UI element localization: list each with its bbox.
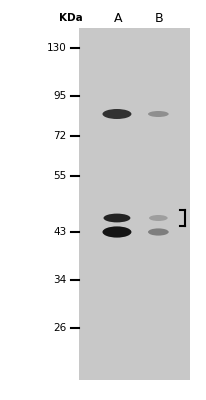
- FancyBboxPatch shape: [78, 28, 190, 380]
- Ellipse shape: [147, 111, 168, 117]
- Text: A: A: [113, 12, 122, 24]
- Text: 26: 26: [53, 323, 66, 333]
- Text: 130: 130: [46, 43, 66, 53]
- Text: 72: 72: [53, 131, 66, 141]
- Text: 55: 55: [53, 171, 66, 181]
- Ellipse shape: [103, 214, 130, 222]
- Text: 43: 43: [53, 227, 66, 237]
- Text: B: B: [154, 12, 163, 24]
- Ellipse shape: [147, 228, 168, 236]
- Text: 95: 95: [53, 91, 66, 101]
- Text: 34: 34: [53, 275, 66, 285]
- Ellipse shape: [102, 109, 131, 119]
- Ellipse shape: [102, 226, 131, 238]
- Text: KDa: KDa: [59, 13, 82, 23]
- Ellipse shape: [148, 215, 167, 221]
